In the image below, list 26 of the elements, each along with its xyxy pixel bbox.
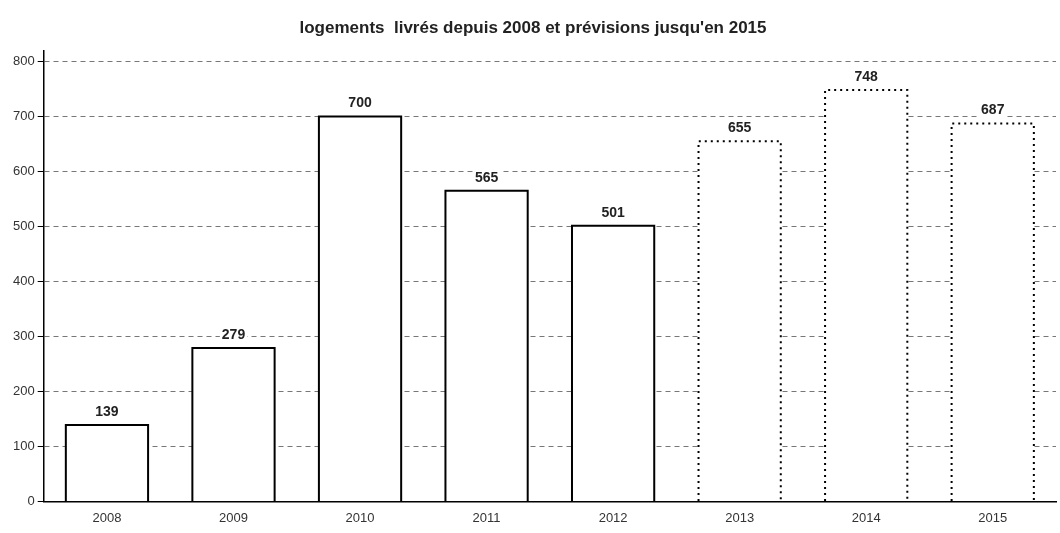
data-label: 501 xyxy=(601,203,626,220)
data-label: 655 xyxy=(727,119,752,136)
y-tick-label: 300 xyxy=(12,327,35,343)
chart-title: logements livrés depuis 2008 et prévisions jusqu'en 2015 xyxy=(299,17,767,37)
y-tick-label: 200 xyxy=(12,382,35,398)
data-label: 748 xyxy=(854,67,879,84)
y-tick-label: 600 xyxy=(12,162,35,178)
data-label: 565 xyxy=(474,168,499,185)
data-label: 700 xyxy=(348,94,372,111)
x-tick-label: 2011 xyxy=(472,509,501,525)
data-label: 687 xyxy=(981,101,1005,118)
x-tick-label: 2012 xyxy=(598,509,628,525)
y-tick-label: 100 xyxy=(12,437,35,453)
data-label: 139 xyxy=(95,402,119,419)
x-tick-label: 2008 xyxy=(92,509,122,525)
data-label: 279 xyxy=(221,325,246,342)
x-tick-label: 2013 xyxy=(725,509,755,525)
x-tick-label: 2015 xyxy=(978,509,1008,525)
x-tick-label: 2009 xyxy=(219,509,248,525)
y-tick-label: 500 xyxy=(12,217,35,233)
y-tick-label: 800 xyxy=(12,52,35,68)
x-tick-label: 2014 xyxy=(851,509,881,525)
y-tick-label: 400 xyxy=(12,272,35,288)
y-tick-label: 0 xyxy=(27,492,35,508)
y-tick-label: 700 xyxy=(12,107,35,123)
x-tick-label: 2010 xyxy=(345,509,375,525)
